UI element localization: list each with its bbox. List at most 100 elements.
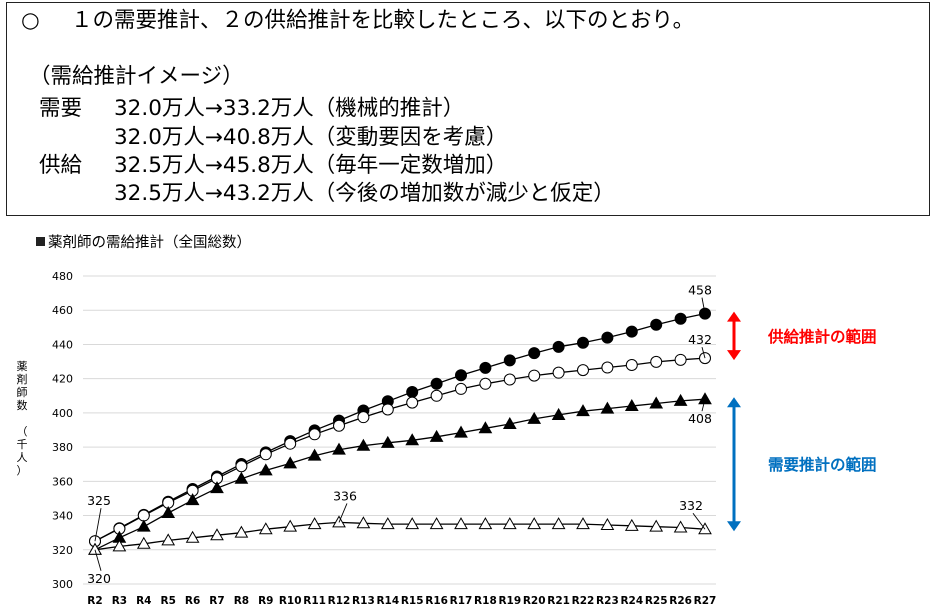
data-point-open-circle	[601, 361, 614, 374]
data-point-filled-triangle	[161, 505, 176, 518]
data-point-open-triangle	[258, 522, 273, 535]
series-line-2	[94, 398, 706, 551]
data-point-filled-circle	[674, 312, 687, 325]
data-point-open-triangle	[527, 517, 542, 530]
data-point-filled-circle	[406, 386, 419, 399]
data-point-open-triangle	[502, 517, 517, 530]
data-point-open-triangle	[454, 517, 468, 530]
data-point-filled-triangle	[551, 407, 566, 420]
annotation-leader	[701, 399, 706, 412]
series-line-3	[94, 521, 706, 551]
data-point-open-triangle	[600, 517, 615, 530]
x-tick-label: R19	[498, 595, 521, 607]
arrow-up-icon	[727, 397, 741, 408]
data-point-open-triangle	[210, 528, 224, 541]
data-point-open-circle	[528, 369, 541, 382]
data-point-filled-triangle	[258, 463, 273, 476]
data-point-filled-triangle	[332, 442, 346, 455]
x-tick-label: R16	[425, 595, 448, 607]
data-point-open-circle	[137, 509, 150, 522]
data-point-open-triangle	[356, 516, 371, 529]
data-point-filled-triangle	[454, 425, 468, 438]
data-point-open-triangle	[576, 517, 590, 530]
square-bullet-icon	[36, 237, 45, 246]
demand-line-1: 32.0万人→33.2万人（機械的推計）	[114, 96, 465, 121]
data-point-open-circle	[479, 377, 492, 390]
data-point-open-triangle	[405, 517, 420, 530]
data-point-filled-triangle	[210, 481, 224, 494]
data-point-filled-triangle	[283, 456, 298, 469]
data-point-filled-circle	[577, 336, 589, 349]
demand-line-2: 32.0万人→40.8万人（変動要因を考慮）	[114, 125, 508, 150]
annotation-leader	[701, 297, 706, 314]
annotation-label: 332	[679, 498, 703, 513]
annotation-label: 408	[688, 411, 712, 426]
annotation-leader	[701, 347, 706, 359]
summary-box: ○ １の需要推計、２の供給推計を比較したところ、以下のとおり。 （需給推計イメー…	[6, 2, 930, 216]
data-point-open-circle	[650, 355, 663, 368]
data-point-filled-triangle	[502, 417, 517, 430]
data-point-open-triangle	[624, 518, 639, 531]
data-point-filled-circle	[528, 347, 541, 360]
data-point-open-circle	[259, 448, 272, 461]
data-point-filled-circle	[503, 354, 516, 367]
x-tick-label: R18	[474, 595, 497, 607]
y-tick-label: 440	[52, 338, 73, 351]
x-tick-label: R10	[279, 595, 302, 607]
data-point-filled-triangle	[600, 401, 615, 414]
data-point-filled-triangle	[673, 393, 688, 406]
annotation-label: 336	[333, 488, 357, 503]
x-tick-label: R20	[523, 595, 546, 607]
data-point-open-circle	[406, 396, 419, 409]
annotation-leader	[338, 503, 348, 523]
annotation-label: 458	[688, 283, 712, 298]
data-point-filled-triangle	[405, 433, 420, 446]
x-tick-label: R17	[450, 595, 473, 607]
series-line-0	[94, 312, 706, 542]
x-tick-label: R27	[694, 595, 717, 607]
supply-label: 供給	[39, 153, 83, 178]
data-point-open-circle	[381, 403, 394, 416]
data-point-filled-circle	[650, 318, 663, 331]
data-point-filled-circle	[552, 340, 565, 353]
y-tick-label: 460	[52, 304, 73, 317]
x-tick-label: R12	[328, 595, 351, 607]
x-tick-label: R14	[376, 595, 399, 607]
data-point-open-circle	[235, 460, 248, 473]
data-point-open-triangle	[649, 519, 664, 532]
x-tick-label: R3	[112, 595, 127, 607]
y-tick-label: 400	[52, 407, 73, 420]
y-tick-label: 320	[52, 544, 73, 557]
data-point-filled-triangle	[185, 493, 200, 506]
annotation-label: 325	[87, 493, 111, 508]
data-point-open-triangle	[307, 517, 322, 530]
y-tick-label: 300	[52, 578, 73, 591]
data-point-open-circle	[284, 437, 297, 450]
x-tick-label: R2	[87, 595, 102, 607]
supply-line-2: 32.5万人→43.2万人（今後の増加数が減少と仮定）	[114, 181, 615, 206]
range-label: 需要推計の範囲	[768, 455, 877, 474]
range-label: 供給推計の範囲	[767, 327, 877, 346]
data-point-open-triangle	[283, 519, 298, 532]
summary-bullet: ○	[21, 8, 40, 33]
annotation-leader	[94, 549, 102, 571]
x-tick-label: R5	[160, 595, 175, 607]
data-point-filled-triangle	[136, 519, 151, 532]
data-point-open-circle	[625, 358, 638, 371]
data-point-open-circle	[430, 389, 443, 402]
x-tick-label: R13	[352, 595, 375, 607]
y-tick-label: 360	[52, 475, 73, 488]
annotation-label: 432	[688, 332, 712, 347]
x-tick-label: R26	[669, 595, 692, 607]
y-tick-label: 420	[52, 373, 73, 386]
x-tick-label: R24	[620, 595, 643, 607]
data-point-open-triangle	[234, 525, 249, 538]
x-tick-label: R11	[303, 595, 326, 607]
demand-label: 需要	[39, 96, 83, 121]
data-point-filled-circle	[625, 325, 638, 338]
summary-subheading: （需給推計イメージ）	[29, 64, 244, 89]
data-point-filled-triangle	[698, 392, 712, 405]
summary-heading: １の需要推計、２の供給推計を比較したところ、以下のとおり。	[71, 8, 695, 33]
data-point-filled-circle	[455, 369, 467, 382]
data-point-open-circle	[503, 373, 516, 386]
